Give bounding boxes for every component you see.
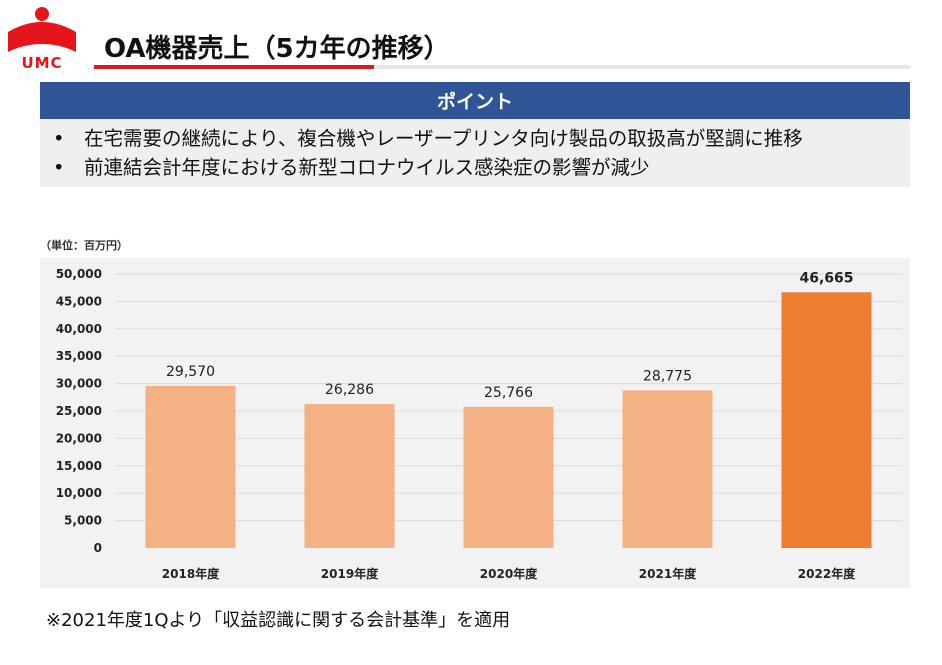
bar-chart: 0 5,000 10,000 15,000 20,000 25,000 30,000 35,0… — [56, 267, 902, 581]
point-item: 在宅需要の継続により、複合機やレーザープリンタ向け製品の取扱高が堅調に推移 — [40, 124, 910, 153]
x-tick-label: 2022年度 — [798, 566, 856, 581]
data-label: 28,775 — [643, 368, 692, 384]
bar — [781, 292, 872, 548]
x-tick-label: 2019年度 — [321, 566, 379, 581]
points-heading: ポイント — [40, 82, 910, 119]
logo-text: UMC — [21, 54, 62, 72]
y-tick-label: 45,000 — [56, 294, 102, 308]
bar — [463, 406, 554, 548]
points-heading-label: ポイント — [436, 91, 513, 113]
y-tick-label: 5,000 — [64, 514, 102, 528]
unit-label: （単位：百万円） — [40, 239, 128, 252]
y-tick-label: 25,000 — [56, 404, 102, 418]
bar — [622, 390, 713, 548]
point-item: 前連結会計年度における新型コロナウイルス感染症の影響が減少 — [40, 153, 910, 182]
logo-arc — [8, 22, 76, 52]
y-tick-label: 0 — [94, 541, 102, 555]
bar — [145, 385, 236, 548]
y-tick-label: 10,000 — [56, 486, 102, 500]
footnote: ※2021年度1Qより「収益認識に関する会計基準」を適用 — [46, 610, 511, 631]
y-tick-label: 40,000 — [56, 322, 102, 336]
data-label: 29,570 — [166, 364, 215, 380]
logo-circle — [35, 7, 49, 21]
data-label: 26,286 — [325, 382, 374, 398]
y-tick-label: 50,000 — [56, 267, 102, 281]
y-tick-label: 15,000 — [56, 459, 102, 473]
points-box: 在宅需要の継続により、複合機やレーザープリンタ向け製品の取扱高が堅調に推移 前連… — [40, 119, 910, 187]
points-list: 在宅需要の継続により、複合機やレーザープリンタ向け製品の取扱高が堅調に推移 前連… — [40, 124, 910, 182]
x-tick-label: 2018年度 — [162, 566, 220, 581]
y-tick-label: 20,000 — [56, 431, 102, 445]
data-label: 25,766 — [484, 385, 533, 401]
title-rule — [374, 65, 910, 69]
umc-logo: UMC — [8, 7, 76, 72]
y-tick-label: 35,000 — [56, 349, 102, 363]
x-tick-label: 2021年度 — [639, 566, 697, 581]
data-label: 46,665 — [799, 270, 853, 286]
y-tick-label: 30,000 — [56, 377, 102, 391]
x-tick-label: 2020年度 — [480, 566, 538, 581]
title-rule-accent — [94, 65, 374, 69]
bar — [304, 403, 395, 548]
page-title: OA機器売上（5カ年の推移） — [104, 34, 450, 64]
